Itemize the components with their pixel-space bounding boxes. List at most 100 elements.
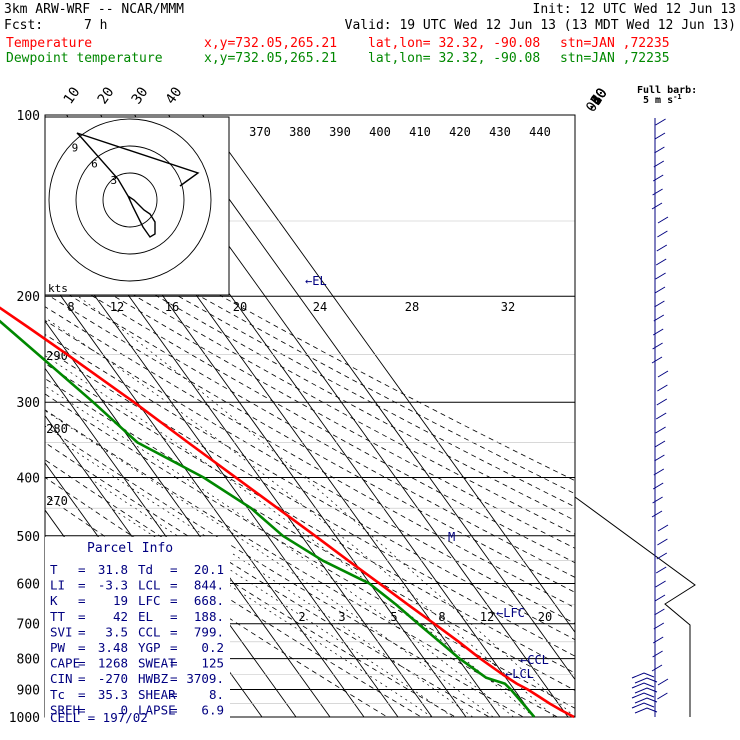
parcel-value: 844.: [194, 578, 224, 593]
wind-barb: [656, 552, 668, 560]
parcel-eq: =: [170, 624, 178, 639]
dry-adiabat: [45, 306, 575, 609]
parcel-key: TT: [50, 609, 66, 624]
parcel-eq: =: [170, 702, 178, 717]
pressure-tick-label: 800: [17, 653, 40, 668]
parcel-eq: =: [170, 593, 178, 608]
dry-adiabat: [45, 495, 389, 717]
parcel-value: 6.9: [201, 702, 224, 717]
fcst-hours: 7 h: [84, 18, 108, 33]
axes: 1002003004005006007008009001000-80-70-60…: [9, 84, 696, 726]
parcel-info-box: Parcel Info T = 31.8 Td = 20.1 LI = -3.3 LCL = 844.…: [45, 537, 230, 727]
parcel-eq: =: [170, 656, 178, 671]
barb-legend-unit: 5 m s: [643, 95, 673, 106]
parcel-key: SWEAT: [138, 656, 176, 671]
thetae-label: 290: [46, 349, 68, 363]
wind-barb: [652, 328, 664, 336]
wind-barb: [657, 538, 668, 546]
parcel-key: YGP: [138, 640, 161, 655]
parcel-eq: =: [78, 562, 86, 577]
wind-barb: [651, 202, 663, 210]
wind-barbs: [631, 118, 669, 717]
wind-barb: [655, 566, 667, 574]
level-markers: ←EL ←LFC ←CCL ←LCL M: [305, 274, 549, 681]
m-marker: M: [448, 530, 455, 544]
wind-barb: [657, 216, 669, 224]
wind-barb: [652, 342, 663, 350]
parcel-value: -3.3: [98, 578, 128, 593]
wind-barb: [654, 300, 665, 308]
dewpoint-legend-label: Dewpoint temperature: [6, 51, 163, 66]
parcel-key: CAPE: [50, 656, 80, 671]
barb-legend-title: Full barb:: [637, 85, 697, 96]
parcel-row: Tc = 35.3 SHEAR= 8.: [50, 687, 224, 702]
dry-adiabat: [45, 378, 575, 691]
wind-barb-low: [634, 707, 658, 714]
parcel-eq: =: [78, 578, 86, 593]
wind-barb-low: [631, 692, 655, 699]
wind-barb: [651, 356, 663, 364]
wind-barb: [652, 496, 663, 504]
barb-legend-exponent: -1: [673, 93, 681, 101]
ccl-marker: ←CCL: [520, 653, 549, 667]
parcel-key: T: [50, 562, 58, 577]
wind-barb: [652, 636, 664, 644]
dry-adiabat: [45, 393, 575, 709]
parcel-value: 3709.: [186, 671, 224, 686]
wind-barb: [656, 244, 668, 252]
parcel-row: CAPE= 1268 SWEAT= 125: [50, 656, 224, 671]
thetae-label: 280: [46, 422, 68, 436]
hodograph-ring: [102, 172, 158, 228]
pressure-tick-label: 700: [17, 618, 40, 633]
model-title: 3km ARW-WRF -- NCAR/MMM: [4, 2, 185, 17]
parcel-row: LI = -3.3 LCL = 844.: [50, 578, 224, 593]
parcel-eq: =: [78, 624, 86, 639]
theta-label: 410: [409, 125, 431, 139]
dry-adiabat: [45, 459, 457, 717]
mixing-ratio-label: 28: [405, 300, 419, 314]
hodograph-units: kts: [48, 282, 68, 295]
wind-barb: [655, 118, 666, 126]
parcel-value: 1268: [98, 656, 128, 671]
wind-barb: [652, 482, 664, 490]
fcst-label: Fcst:: [4, 18, 44, 33]
wetbulb-label: 20: [538, 610, 552, 624]
dewpoint-series: [0, 319, 536, 718]
dry-adiabat: [45, 229, 575, 521]
wind-barb: [654, 286, 666, 294]
parcel-value: 3.5: [105, 624, 128, 639]
parcel-box-bg: [45, 537, 230, 727]
wind-barb: [654, 454, 665, 462]
wind-barb: [657, 692, 668, 700]
parcel-eq: =: [78, 640, 86, 655]
parcel-key: CCL: [138, 624, 161, 639]
el-marker: ←EL: [305, 274, 327, 288]
wind-barb: [657, 230, 668, 238]
isotherm-line: [45, 225, 399, 717]
mixing-ratio-label: 16: [165, 300, 179, 314]
parcel-row: SVI = 3.5 CCL = 799.: [50, 624, 224, 639]
lcl-marker: ←LCL: [505, 667, 534, 681]
theta-label: 390: [329, 125, 351, 139]
parcel-value: 31.8: [98, 562, 128, 577]
wind-barb: [653, 160, 665, 168]
init-time: Init: 12 UTC Wed 12 Jun 13: [532, 2, 737, 17]
isotherm-label: 20: [95, 84, 118, 107]
parcel-value: 42: [113, 609, 128, 624]
wind-barb: [655, 412, 667, 420]
skew-edge: [574, 496, 696, 717]
hodograph-ring: [75, 145, 185, 255]
wetbulb-label: 12: [480, 610, 494, 624]
parcel-eq: =: [170, 562, 178, 577]
lfc-marker: ←LFC: [496, 606, 525, 620]
parcel-value: 19: [113, 593, 128, 608]
parcel-value: 3.48: [98, 640, 128, 655]
pressure-tick-label: 100: [17, 109, 40, 124]
parcel-row: TT = 42 EL = 188.: [50, 609, 224, 624]
wind-barb: [654, 132, 666, 140]
wind-barb: [657, 678, 669, 686]
dry-adiabat: [45, 279, 575, 578]
temperature-line: [0, 306, 575, 719]
theta-label: 380: [289, 125, 311, 139]
